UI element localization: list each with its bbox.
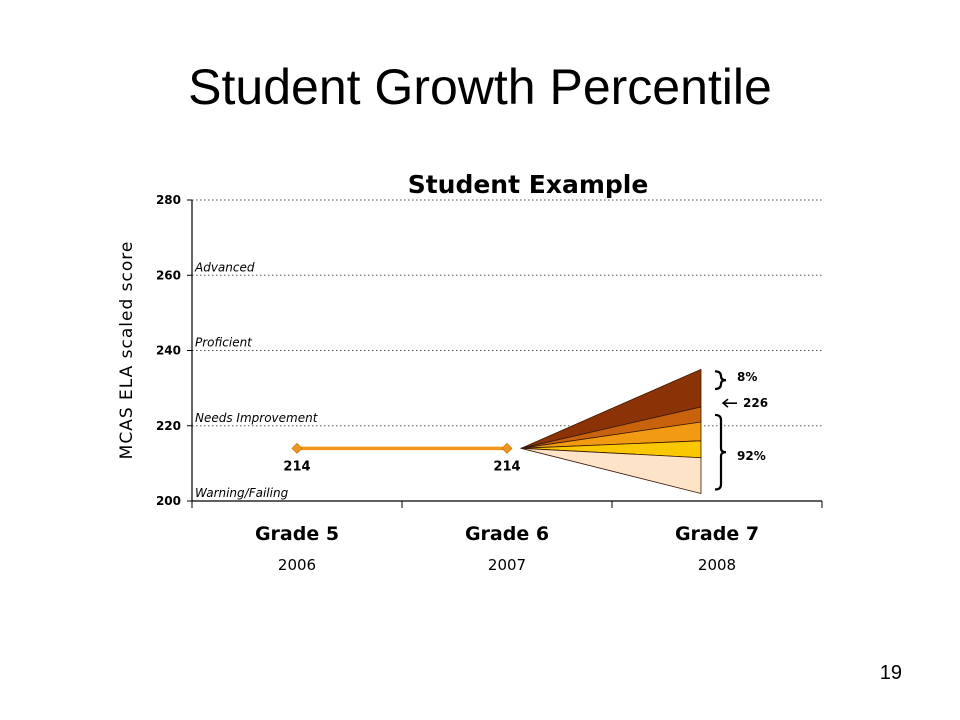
series-point bbox=[501, 442, 513, 454]
projection-fan bbox=[520, 368, 702, 494]
data-label: 214 bbox=[493, 459, 520, 474]
series-point bbox=[291, 442, 303, 454]
annotation-label: 92% bbox=[737, 449, 766, 463]
ytick-label-200: 200 bbox=[156, 494, 181, 508]
band-label: Proficient bbox=[195, 336, 253, 350]
xtick-year-label: 2008 bbox=[698, 556, 736, 574]
band-label: Warning/Failing bbox=[195, 486, 289, 500]
performance-band-labels: Advanced Proficient Needs Improvement Warni… bbox=[194, 260, 319, 500]
y-axis-label: MCAS ELA scaled score bbox=[117, 241, 137, 460]
brace-upper bbox=[714, 370, 727, 391]
slide-title: Student Growth Percentile bbox=[188, 59, 772, 115]
ytick-label-220: 220 bbox=[156, 419, 181, 433]
page-number: 19 bbox=[879, 662, 902, 684]
ytick-label-280: 280 bbox=[156, 193, 181, 207]
arrow-head bbox=[721, 398, 729, 408]
xtick-grade-label: Grade 5 bbox=[255, 523, 339, 545]
fan-segment bbox=[520, 447, 702, 494]
chart-title: Student Example bbox=[408, 170, 649, 199]
ytick-label-240: 240 bbox=[156, 344, 181, 358]
ytick-label-260: 260 bbox=[156, 268, 181, 282]
score-series: 214 214 bbox=[283, 442, 521, 474]
data-label: 214 bbox=[283, 459, 310, 474]
brace-lower bbox=[714, 413, 727, 491]
xtick-year-label: 2007 bbox=[488, 556, 526, 574]
band-label: Advanced bbox=[194, 260, 255, 274]
annotation-label: 8% bbox=[737, 370, 757, 384]
xtick-year-label: 2006 bbox=[278, 556, 316, 574]
annotation-label: 226 bbox=[743, 396, 768, 410]
xtick-grade-label: Grade 6 bbox=[465, 523, 549, 545]
band-label: Needs Improvement bbox=[195, 411, 319, 425]
gridlines bbox=[192, 199, 822, 427]
xtick-grade-label: Grade 7 bbox=[675, 523, 759, 545]
annotations: 8% 226 92% bbox=[714, 370, 768, 491]
axes: 200 220 240 260 280 Grade 5 2006 Grade 6 2007 Gra… bbox=[156, 193, 823, 574]
